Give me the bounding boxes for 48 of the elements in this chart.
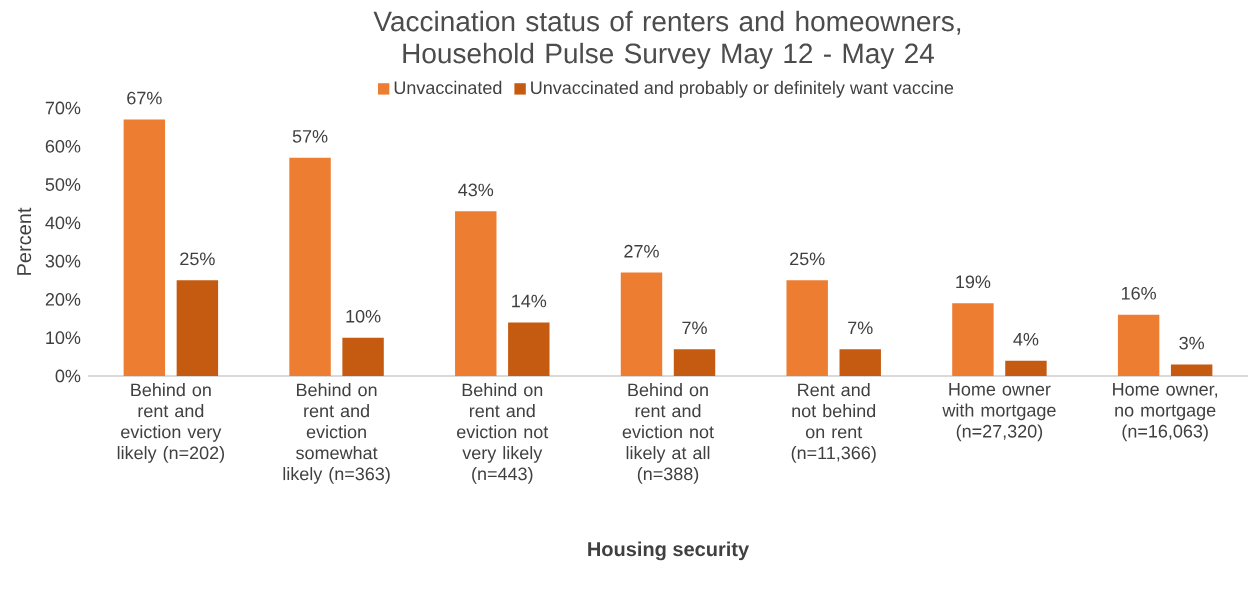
y-tick-label: 30% [45, 254, 81, 268]
y-tick-label: 60% [45, 139, 81, 153]
bar [1117, 314, 1160, 376]
y-tick-label: 40% [45, 216, 81, 230]
data-label: 16% [1121, 286, 1156, 300]
data-label: 25% [180, 252, 215, 266]
y-axis-title: Percent [17, 207, 32, 275]
data-label: 25% [790, 252, 825, 266]
chart-title: Vaccination status of renters and homeowners, Household Pulse Survey May 12 - May 24 [373, 10, 961, 69]
x-tick-label: Rent and not behind on rent (n=11,366) [791, 383, 876, 463]
bar [176, 280, 219, 376]
x-tick-label: Behind on rent and eviction not very likely (n=443) [457, 383, 549, 484]
data-label: 67% [127, 91, 162, 105]
legend-label: Unvaccinated [394, 80, 502, 95]
x-tick-label: Home owner with mortgage (n=27,320) [942, 383, 1056, 442]
x-tick-label: Behind on rent and eviction not likely at all (n=388) [622, 383, 714, 484]
y-tick-label: 70% [45, 101, 81, 115]
data-label: 57% [292, 130, 328, 143]
bar [342, 337, 384, 376]
data-label: 10% [346, 309, 381, 323]
bar [839, 349, 881, 376]
y-tick-label: 50% [45, 178, 81, 191]
data-label: 19% [956, 275, 991, 289]
bar [952, 303, 994, 376]
bar [455, 211, 497, 376]
data-label: 27% [624, 244, 659, 258]
bar [123, 119, 166, 376]
legend-label: Unvaccinated and probably or definitely want vaccine [531, 80, 954, 98]
x-tick-label: Behind on rent and eviction very likely (n=202) [117, 383, 224, 463]
bar [673, 349, 716, 376]
x-axis-title: Housing security [588, 541, 749, 561]
data-label: 4% [1013, 333, 1039, 346]
y-tick-label: 20% [45, 293, 81, 306]
bar [786, 280, 828, 376]
y-tick-label: 0% [55, 369, 81, 383]
data-label: 7% [682, 321, 707, 335]
bar [620, 272, 663, 376]
data-label: 3% [1179, 336, 1205, 350]
data-label: 43% [458, 183, 494, 197]
x-tick-label: Home owner, no mortgage (n=16,063) [1113, 383, 1218, 442]
bar [508, 322, 550, 376]
bar [1005, 360, 1047, 376]
data-label: 7% [848, 321, 873, 335]
bar [1170, 364, 1213, 376]
y-tick-label: 10% [46, 331, 81, 345]
x-tick-label: Behind on rent and eviction somewhat likely (n=363) [283, 383, 390, 484]
bar [289, 157, 331, 376]
data-label: 14% [512, 294, 547, 308]
